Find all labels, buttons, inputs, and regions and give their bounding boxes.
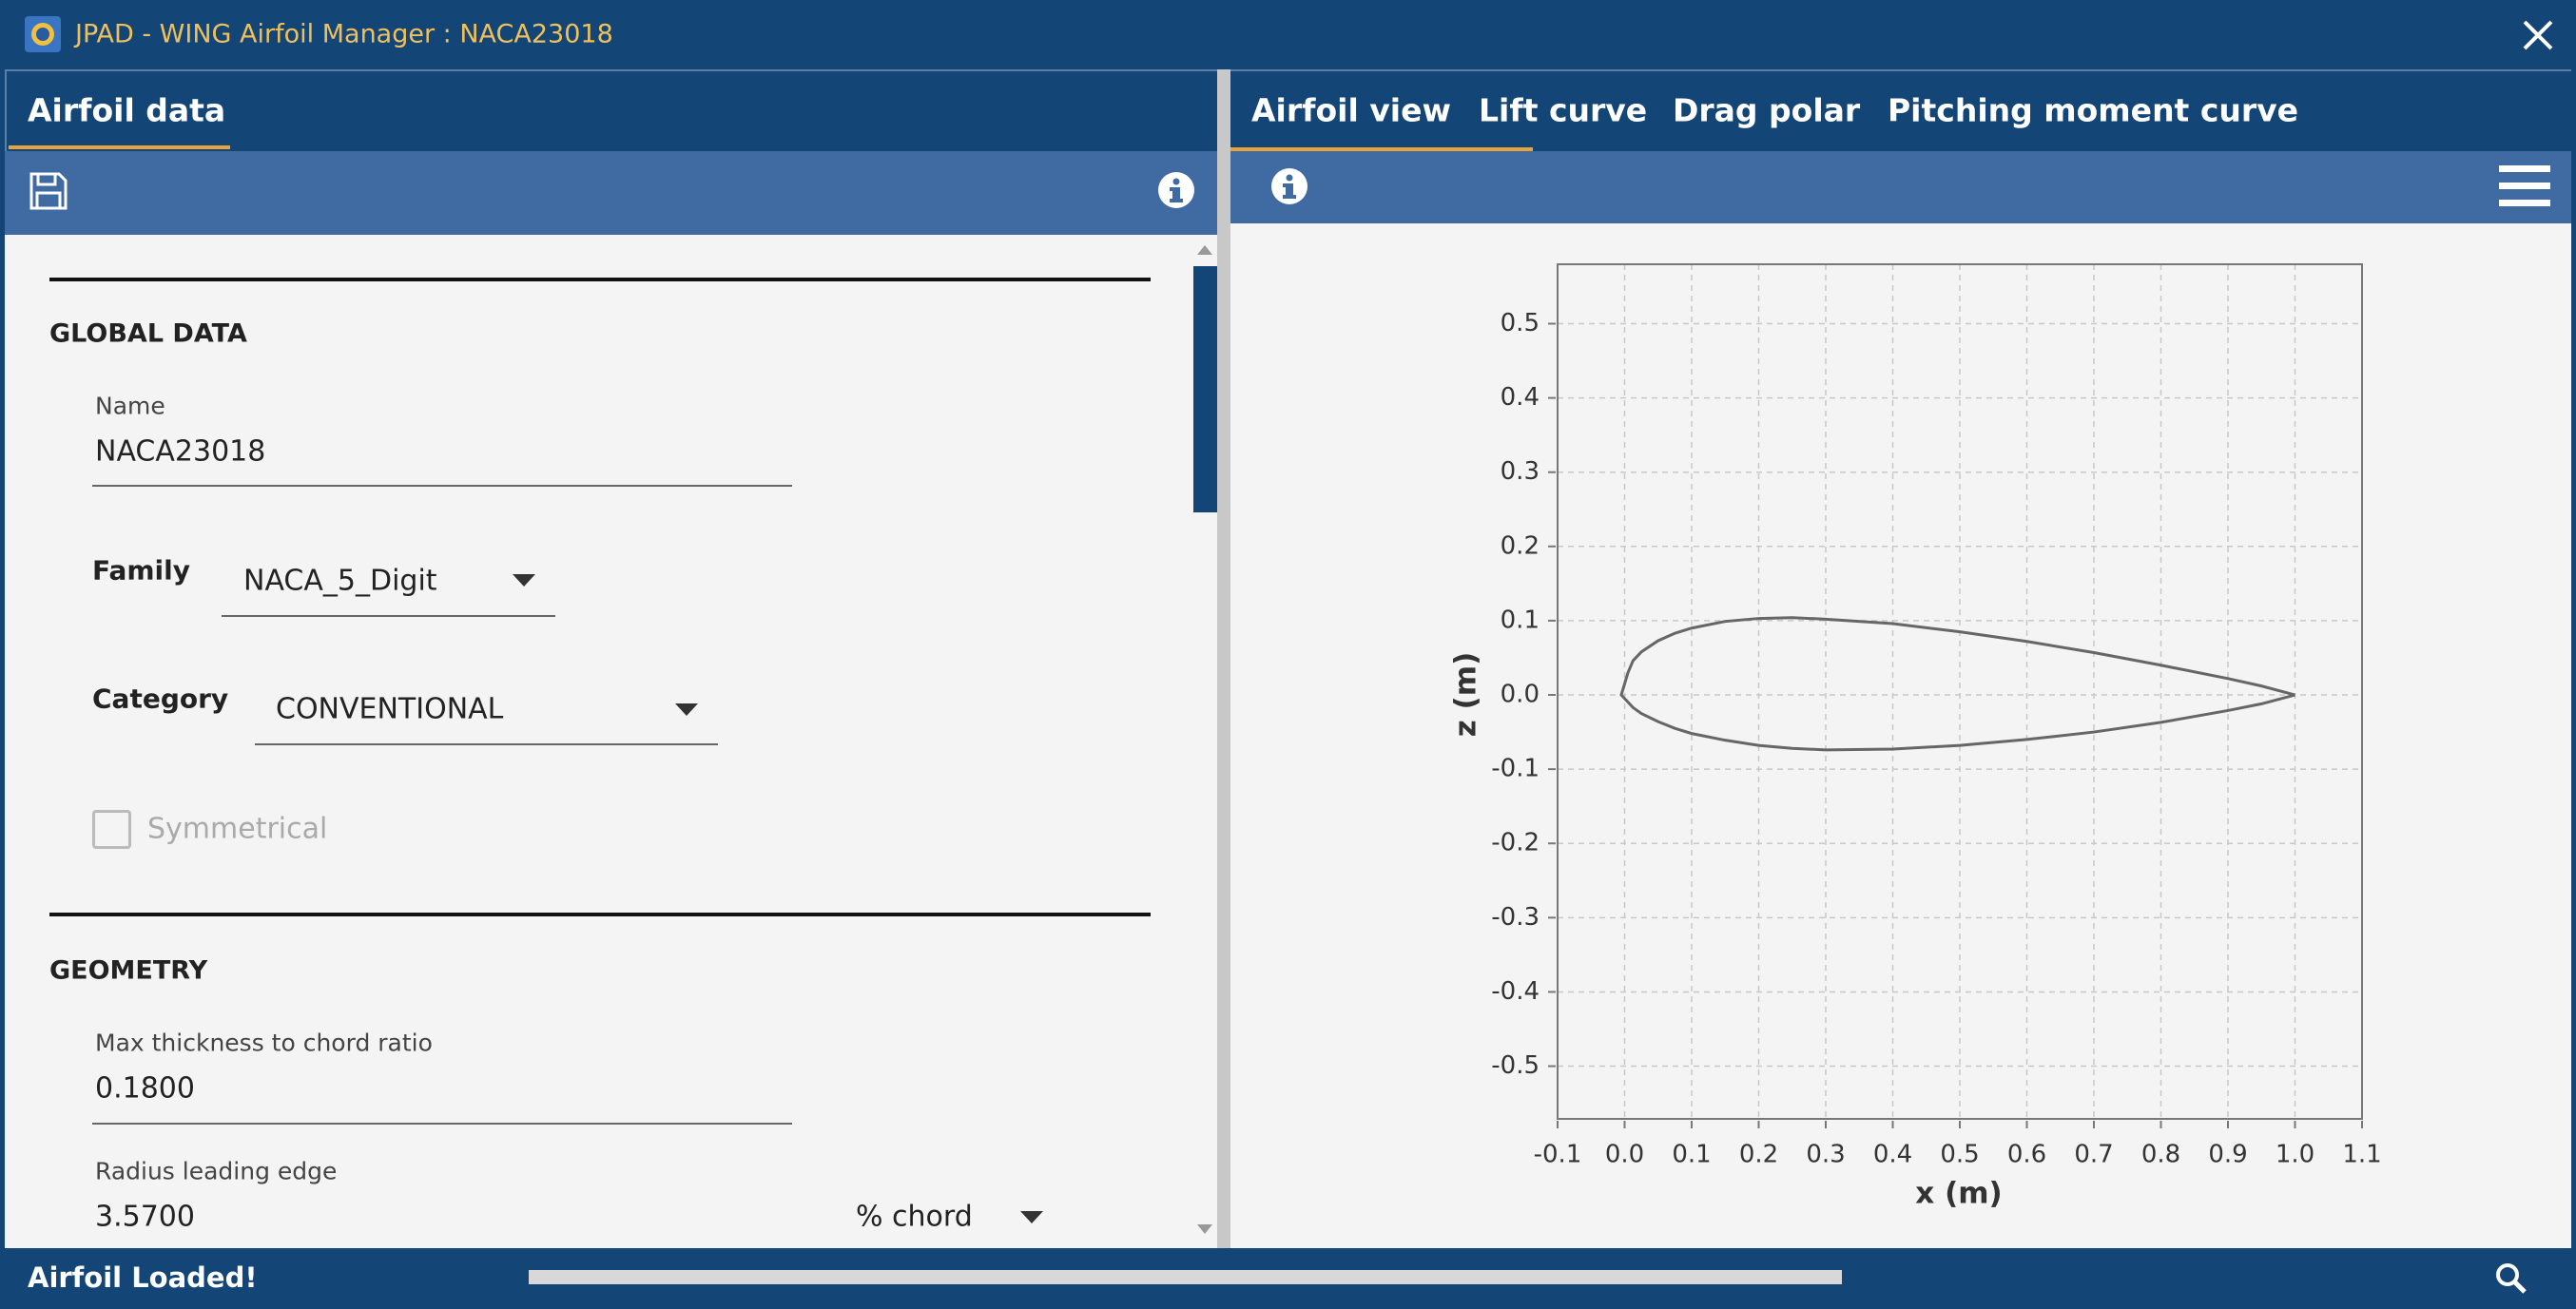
x-tick-label: 1.0 xyxy=(2276,1141,2315,1169)
dropdown-arrow[interactable] xyxy=(513,574,535,587)
field-label: Radius leading edge xyxy=(95,1157,338,1185)
unit-combo[interactable]: % chord xyxy=(856,1200,973,1234)
search-button[interactable] xyxy=(2495,1262,2528,1295)
x-tick-label: 0.2 xyxy=(1739,1141,1778,1169)
y-tick-label: -0.4 xyxy=(1491,977,1540,1006)
progress-bar xyxy=(529,1270,1842,1284)
tab[interactable]: Lift curve xyxy=(1479,91,1648,129)
info-button[interactable] xyxy=(1157,171,1195,209)
text-field[interactable]: 0.1800 xyxy=(95,1071,195,1106)
right-tab-bar xyxy=(1230,69,2571,153)
scroll-up[interactable] xyxy=(1197,245,1212,255)
combo-box[interactable]: NACA_5_Digit xyxy=(243,564,437,598)
plot-border xyxy=(1557,263,2363,1120)
checkbox-label: Symmetrical xyxy=(147,812,328,846)
field-underline xyxy=(92,485,792,487)
save-button[interactable] xyxy=(29,171,68,211)
window-title: JPAD - WING Airfoil Manager : NACA23018 xyxy=(75,19,613,49)
field-label: Name xyxy=(95,392,165,420)
scroll-down[interactable] xyxy=(1197,1224,1212,1234)
left-tab-bar xyxy=(5,69,1219,153)
y-tick-label: 0.1 xyxy=(1501,606,1540,634)
splitter[interactable] xyxy=(1217,69,1230,1248)
right-toolbar xyxy=(1230,151,2571,223)
field-label: Family xyxy=(92,554,191,587)
y-axis-label: z (m) xyxy=(1449,652,1483,737)
airfoil-line xyxy=(1619,616,2295,752)
x-tick-label: 0.8 xyxy=(2141,1141,2180,1169)
text-field[interactable]: 3.5700 xyxy=(95,1200,195,1234)
combo-box[interactable]: CONVENTIONAL xyxy=(276,692,504,726)
field-underline xyxy=(222,615,555,617)
x-tick-label: 0.6 xyxy=(2007,1141,2046,1169)
x-axis-label: x (m) xyxy=(1915,1177,2002,1211)
tab[interactable]: Pitching moment curve xyxy=(1888,91,2299,129)
title-bar xyxy=(0,0,2576,69)
x-tick-label: 0.4 xyxy=(1873,1141,1912,1169)
field-label: Max thickness to chord ratio xyxy=(95,1029,433,1057)
dropdown-arrow[interactable] xyxy=(1020,1211,1043,1224)
dropdown-arrow[interactable] xyxy=(675,703,698,717)
checkbox[interactable] xyxy=(92,810,131,849)
x-tick-label: 0.3 xyxy=(1806,1141,1845,1169)
y-tick-label: -0.1 xyxy=(1491,755,1540,783)
y-tick-label: -0.2 xyxy=(1491,829,1540,857)
field-label: Category xyxy=(92,683,229,715)
info-button[interactable] xyxy=(1270,167,1308,205)
x-tick-label: 0.7 xyxy=(2074,1141,2113,1169)
close-button[interactable] xyxy=(2522,19,2554,51)
left-toolbar xyxy=(5,151,1217,235)
section-heading: GLOBAL DATA xyxy=(49,318,247,349)
section-heading: GEOMETRY xyxy=(49,955,208,986)
app-icon xyxy=(25,16,61,52)
field-underline xyxy=(255,743,718,745)
y-tick-label: 0.0 xyxy=(1501,681,1540,709)
x-tick-label: 0.5 xyxy=(1940,1141,1979,1169)
y-tick-label: 0.4 xyxy=(1501,383,1540,412)
tab-underline xyxy=(1230,147,1533,151)
tab-underline xyxy=(9,145,230,149)
y-tick-label: -0.3 xyxy=(1491,903,1540,932)
field-underline xyxy=(92,1123,792,1125)
x-tick-label: 0.9 xyxy=(2208,1141,2247,1169)
y-tick-label: 0.2 xyxy=(1501,531,1540,560)
separator xyxy=(49,913,1151,916)
y-tick-label: 0.3 xyxy=(1501,457,1540,486)
separator xyxy=(49,278,1151,281)
tab[interactable]: Drag polar xyxy=(1673,91,1861,129)
form-area xyxy=(5,235,1217,1248)
y-tick-label: -0.5 xyxy=(1491,1051,1540,1080)
x-tick-label: 0.1 xyxy=(1672,1141,1711,1169)
menu-button[interactable] xyxy=(2499,165,2550,207)
y-tick-label: 0.5 xyxy=(1501,309,1540,337)
tab[interactable]: Airfoil data xyxy=(28,91,226,129)
x-tick-label: 1.1 xyxy=(2342,1141,2381,1169)
x-tick-label: 0.0 xyxy=(1605,1141,1644,1169)
x-tick-label: -0.1 xyxy=(1534,1141,1582,1169)
status-message: Airfoil Loaded! xyxy=(28,1261,258,1294)
scroll-thumb[interactable] xyxy=(1193,266,1217,512)
text-field[interactable]: NACA23018 xyxy=(95,434,266,469)
tab[interactable]: Airfoil view xyxy=(1251,91,1451,129)
